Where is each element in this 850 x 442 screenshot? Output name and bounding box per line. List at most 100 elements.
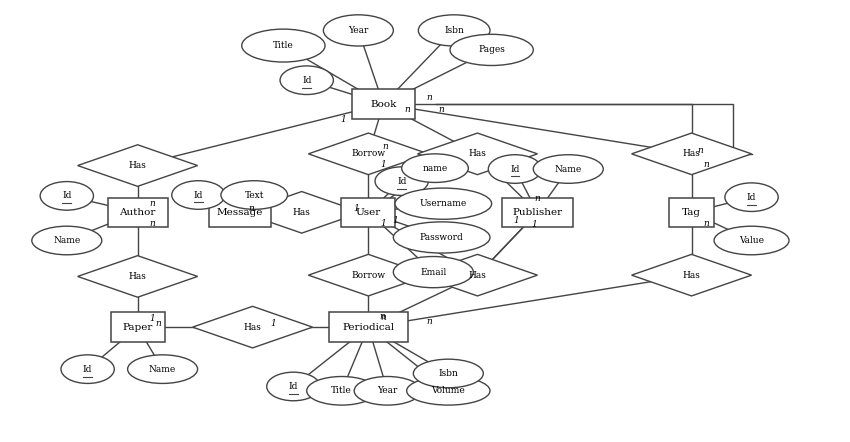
Ellipse shape — [418, 15, 490, 46]
Text: Name: Name — [555, 164, 582, 174]
Ellipse shape — [533, 155, 604, 183]
Bar — [209, 198, 271, 227]
Text: Id: Id — [397, 177, 406, 186]
Text: Isbn: Isbn — [445, 26, 464, 35]
Text: Id: Id — [83, 365, 93, 373]
Text: Value: Value — [739, 236, 764, 245]
Polygon shape — [77, 255, 197, 297]
Text: 1: 1 — [381, 219, 386, 228]
Text: 1: 1 — [393, 216, 399, 225]
Text: name: name — [422, 164, 448, 173]
Text: 1: 1 — [381, 160, 386, 169]
Polygon shape — [241, 191, 362, 233]
Text: Isbn: Isbn — [439, 369, 458, 378]
Polygon shape — [309, 133, 428, 175]
Text: Username: Username — [420, 199, 467, 208]
Ellipse shape — [402, 154, 468, 183]
Text: Id: Id — [302, 76, 311, 85]
Text: Borrow: Borrow — [351, 271, 385, 280]
Text: Has: Has — [128, 272, 146, 281]
Text: 1: 1 — [531, 221, 536, 229]
Ellipse shape — [354, 377, 421, 405]
Ellipse shape — [323, 15, 394, 46]
Text: n: n — [405, 105, 411, 114]
Text: n: n — [248, 204, 254, 213]
Text: n: n — [150, 219, 156, 229]
Text: n: n — [150, 199, 156, 209]
Ellipse shape — [406, 377, 490, 405]
Text: 1: 1 — [354, 204, 360, 213]
Text: 1: 1 — [513, 216, 518, 225]
Ellipse shape — [172, 181, 225, 210]
Text: Has: Has — [683, 271, 700, 280]
Text: Title: Title — [273, 41, 294, 50]
Text: Name: Name — [54, 236, 81, 245]
Text: Author: Author — [120, 208, 156, 217]
Bar — [502, 198, 573, 227]
Bar — [669, 198, 715, 227]
Ellipse shape — [267, 372, 320, 401]
Text: n: n — [426, 317, 432, 326]
Text: 1: 1 — [270, 319, 276, 328]
Ellipse shape — [280, 66, 333, 95]
Bar — [342, 198, 395, 227]
Text: Has: Has — [468, 149, 486, 158]
Text: Text: Text — [245, 191, 264, 199]
Ellipse shape — [221, 181, 287, 210]
Text: Password: Password — [420, 233, 463, 242]
Text: Has: Has — [683, 149, 700, 158]
Polygon shape — [632, 254, 751, 296]
Ellipse shape — [128, 355, 197, 383]
Ellipse shape — [241, 29, 325, 62]
Text: Borrow: Borrow — [351, 149, 385, 158]
Ellipse shape — [394, 222, 490, 253]
Text: Has: Has — [244, 323, 262, 332]
Text: Id: Id — [194, 191, 203, 199]
Text: n: n — [381, 313, 386, 322]
Text: Id: Id — [62, 191, 71, 200]
Polygon shape — [417, 254, 537, 296]
Text: Has: Has — [292, 208, 310, 217]
Text: n: n — [704, 219, 710, 228]
Text: Has: Has — [468, 271, 486, 280]
Text: Paper: Paper — [122, 323, 153, 332]
Text: Message: Message — [217, 208, 264, 217]
Text: Tag: Tag — [682, 208, 701, 217]
Bar — [352, 89, 415, 119]
Polygon shape — [77, 145, 197, 187]
Polygon shape — [309, 254, 428, 296]
Text: User: User — [356, 208, 381, 217]
Text: 1: 1 — [150, 313, 156, 323]
Ellipse shape — [40, 182, 94, 210]
Text: n: n — [427, 93, 432, 102]
Text: n: n — [382, 141, 388, 151]
Ellipse shape — [31, 226, 102, 255]
Text: n: n — [439, 104, 444, 114]
Text: Publisher: Publisher — [513, 208, 563, 217]
Ellipse shape — [725, 183, 779, 211]
Text: Book: Book — [370, 99, 397, 109]
Text: Periodical: Periodical — [343, 323, 394, 332]
Text: Email: Email — [420, 267, 446, 277]
Text: n: n — [704, 160, 710, 169]
Text: Id: Id — [747, 193, 756, 202]
Text: Id: Id — [289, 382, 298, 391]
Bar — [108, 198, 167, 227]
Text: n: n — [697, 146, 703, 156]
Ellipse shape — [714, 226, 789, 255]
Text: Title: Title — [332, 386, 352, 395]
Ellipse shape — [61, 355, 114, 383]
Bar — [110, 312, 165, 342]
Bar — [329, 312, 408, 342]
Text: n: n — [535, 194, 540, 203]
Ellipse shape — [450, 34, 533, 65]
Text: n: n — [379, 312, 385, 321]
Text: Name: Name — [149, 365, 176, 373]
Ellipse shape — [307, 377, 377, 405]
Text: Pages: Pages — [479, 46, 505, 54]
Ellipse shape — [395, 188, 491, 219]
Text: Year: Year — [377, 386, 398, 395]
Ellipse shape — [413, 359, 484, 388]
Text: Id: Id — [510, 164, 519, 174]
Polygon shape — [193, 306, 313, 348]
